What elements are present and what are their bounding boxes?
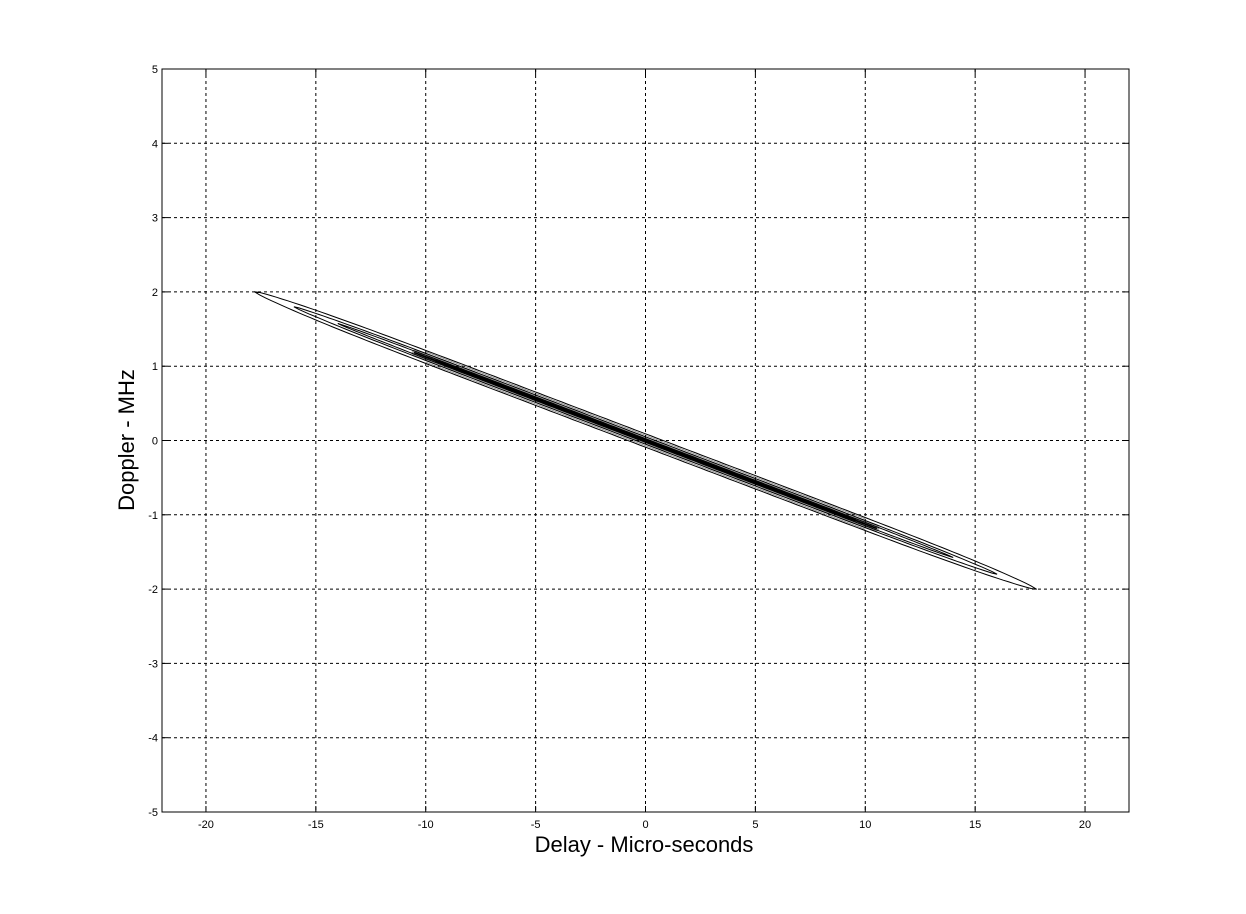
sidelobe-line xyxy=(425,361,866,530)
x-tick-label: -5 xyxy=(531,819,541,831)
x-tick-label: 0 xyxy=(642,819,648,831)
sidelobe-line xyxy=(425,352,866,521)
y-tick-label: 5 xyxy=(152,64,158,76)
y-tick-label: -1 xyxy=(148,510,158,522)
sidelobe-line xyxy=(425,351,866,520)
axis-ticks xyxy=(162,68,1129,813)
x-tick-label: -10 xyxy=(418,819,434,831)
y-axis-label: Doppler - MHz xyxy=(114,369,139,511)
y-tick-label: -4 xyxy=(148,733,158,745)
x-tick-label: -20 xyxy=(198,819,214,831)
x-tick-label: 5 xyxy=(752,819,758,831)
y-tick-labels: -5 -4 -3 -2 -1 0 1 2 3 4 5 xyxy=(148,64,158,819)
y-tick-label: 4 xyxy=(152,138,158,150)
y-tick-label: -2 xyxy=(148,584,158,596)
contour-plot xyxy=(254,291,1037,590)
x-tick-label: 10 xyxy=(859,819,871,831)
x-tick-label: 20 xyxy=(1079,819,1091,831)
y-tick-label: 2 xyxy=(152,287,158,299)
ridge-core-2 xyxy=(413,351,878,530)
x-axis-label: Delay - Micro-seconds xyxy=(535,832,754,857)
x-tick-label: -15 xyxy=(308,819,324,831)
y-tick-label: 1 xyxy=(152,361,158,373)
x-tick-labels: -20 -15 -10 -5 0 5 10 15 20 xyxy=(198,819,1091,831)
sidelobe-line xyxy=(425,360,866,529)
contour-outer xyxy=(254,291,1037,590)
y-tick-label: -5 xyxy=(148,807,158,819)
y-tick-label: 3 xyxy=(152,213,158,225)
y-tick-label: -3 xyxy=(148,658,158,670)
x-tick-label: 15 xyxy=(969,819,981,831)
y-tick-label: 0 xyxy=(152,436,158,448)
